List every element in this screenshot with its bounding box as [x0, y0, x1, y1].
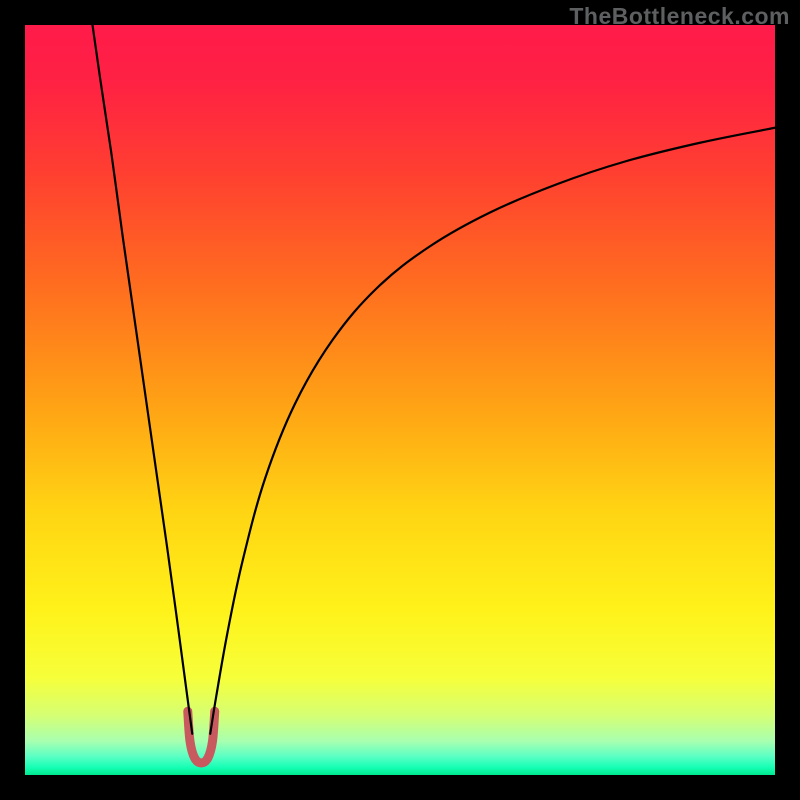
watermark-text: TheBottleneck.com: [569, 3, 790, 30]
chart-root: TheBottleneck.com: [0, 0, 800, 800]
plot-area: [25, 25, 775, 775]
plot-svg: [25, 25, 775, 775]
plot-background: [25, 25, 775, 775]
